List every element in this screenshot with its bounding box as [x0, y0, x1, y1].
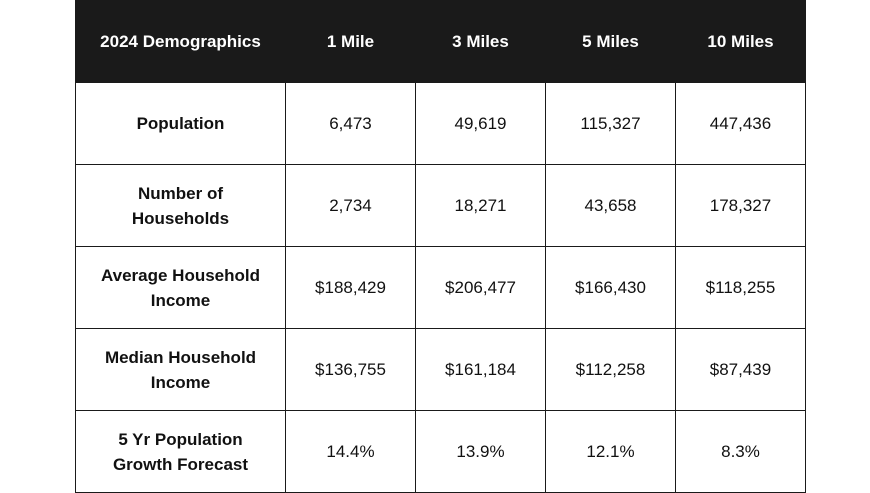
row-label-cell: Number of Households — [75, 164, 286, 247]
row-label-cell: Average Household Income — [75, 246, 286, 329]
table-cell: 43,658 — [545, 164, 676, 247]
table-cell: 178,327 — [675, 164, 806, 247]
header-cell-3-miles: 3 Miles — [415, 0, 546, 83]
header-cell-1-mile: 1 Mile — [285, 0, 416, 83]
table-cell: 447,436 — [675, 82, 806, 165]
row-label: Population — [136, 114, 225, 133]
table-cell: $166,430 — [545, 246, 676, 329]
table-cell: $112,258 — [545, 328, 676, 411]
row-label: Average Household Income — [100, 265, 261, 310]
table-row-households: Number of Households 2,734 18,271 43,658… — [75, 164, 806, 247]
table-cell: 12.1% — [545, 410, 676, 493]
table-cell: 2,734 — [285, 164, 416, 247]
row-label-cell: Median Household Income — [75, 328, 286, 411]
header-cell-10-miles: 10 Miles — [675, 0, 806, 83]
demographics-table: 2024 Demographics 1 Mile 3 Miles 5 Miles… — [75, 0, 806, 493]
table-cell: 13.9% — [415, 410, 546, 493]
table-cell: 8.3% — [675, 410, 806, 493]
table-cell: $118,255 — [675, 246, 806, 329]
table-row-median-income: Median Household Income $136,755 $161,18… — [75, 328, 806, 411]
table-cell: 18,271 — [415, 164, 546, 247]
table-cell: $206,477 — [415, 246, 546, 329]
table-cell: $161,184 — [415, 328, 546, 411]
table-cell: $87,439 — [675, 328, 806, 411]
header-cell-5-miles: 5 Miles — [545, 0, 676, 83]
table-row-average-income: Average Household Income $188,429 $206,4… — [75, 246, 806, 329]
table-row-population: Population 6,473 49,619 115,327 447,436 — [75, 82, 806, 165]
table-cell: $136,755 — [285, 328, 416, 411]
row-label: 5 Yr Population Growth Forecast — [112, 429, 249, 474]
table-cell: 49,619 — [415, 82, 546, 165]
header-row: 2024 Demographics 1 Mile 3 Miles 5 Miles… — [75, 0, 806, 83]
row-label: Number of Households — [131, 183, 230, 228]
table-cell: 14.4% — [285, 410, 416, 493]
row-label: Median Household Income — [104, 347, 257, 392]
table-cell: 6,473 — [285, 82, 416, 165]
table-row-growth-forecast: 5 Yr Population Growth Forecast 14.4% 13… — [75, 410, 806, 493]
header-cell-title: 2024 Demographics — [75, 0, 286, 83]
table-cell: $188,429 — [285, 246, 416, 329]
table-header: 2024 Demographics 1 Mile 3 Miles 5 Miles… — [75, 0, 806, 83]
row-label-cell: Population — [75, 82, 286, 165]
table-body: Population 6,473 49,619 115,327 447,436 … — [75, 82, 806, 493]
table-cell: 115,327 — [545, 82, 676, 165]
row-label-cell: 5 Yr Population Growth Forecast — [75, 410, 286, 493]
